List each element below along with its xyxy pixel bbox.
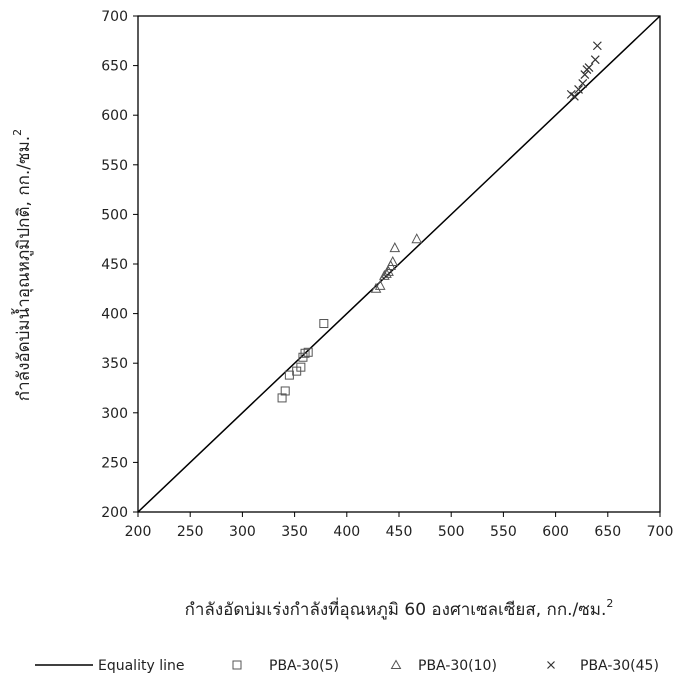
x-tick-label: 200 [125, 524, 152, 540]
y-tick-label: 300 [101, 406, 128, 422]
x-tick-label: 650 [594, 524, 621, 540]
x-tick-label: 700 [647, 524, 674, 540]
equality-line [137, 15, 661, 513]
data-point-square [296, 362, 306, 372]
y-tick-label: 350 [101, 356, 128, 372]
legend-x-marker [547, 661, 555, 669]
data-point-x [574, 84, 583, 94]
x-tick-label: 300 [229, 524, 256, 540]
x-axis-ticks: 200 250 300 350 400 450 500 550 600 650 700 [125, 512, 674, 540]
y-tick-label: 200 [101, 505, 128, 521]
data-point-square [319, 319, 329, 329]
legend-label-series-3: PBA-30(45) [580, 658, 659, 674]
legend: Equality line PBA-30(5) PBA-30(10) PBA-3… [35, 658, 659, 674]
data-point-x [580, 70, 590, 79]
x-tick-label: 450 [386, 524, 413, 540]
data-point-square [277, 393, 287, 403]
x-tick-label: 350 [281, 524, 308, 540]
plot-area [137, 15, 661, 513]
data-point-triangle [411, 233, 423, 244]
data-point-x [584, 63, 594, 73]
x-tick-label: 250 [177, 524, 204, 540]
data-point-square [300, 348, 310, 358]
legend-label-series-2: PBA-30(10) [418, 658, 497, 674]
x-tick-label: 600 [542, 524, 569, 540]
data-point-x [569, 91, 579, 101]
data-point-x [578, 79, 588, 88]
y-tick-label: 550 [101, 158, 128, 174]
data-point-square [303, 347, 313, 357]
y-tick-label: 650 [101, 59, 128, 75]
data-point-x [592, 41, 602, 51]
x-tick-label: 550 [490, 524, 517, 540]
y-tick-label: 500 [101, 207, 128, 223]
data-point-triangle [383, 265, 394, 276]
y-tick-label: 250 [101, 455, 128, 471]
y-tick-label: 450 [101, 257, 128, 273]
legend-label-series-1: PBA-30(5) [269, 658, 339, 674]
data-point-square [280, 386, 290, 396]
legend-label-equality-line: Equality line [98, 658, 184, 674]
x-axis-title: กำลังอัดบ่มเร่งกำลังที่อุณหภูมิ 60 องศาเ… [185, 597, 614, 620]
data-point-triangle [381, 267, 392, 278]
y-axis-ticks: 200 250 300 350 400 450 500 550 600 650 700 [101, 9, 138, 521]
legend-triangle-marker [390, 659, 402, 669]
x-tick-label: 500 [438, 524, 465, 540]
data-point-square [284, 370, 294, 380]
data-point-triangle [374, 279, 386, 290]
y-tick-label: 400 [101, 307, 128, 323]
y-axis-title: กำลังอัดบ่มน้ำอุณหภูมิปกติ, กก./ซม.2 [11, 129, 34, 401]
y-tick-label: 600 [101, 108, 128, 124]
x-tick-label: 400 [333, 524, 360, 540]
data-point-triangle [389, 242, 401, 253]
data-point-x [590, 55, 600, 65]
legend-square-marker [232, 660, 242, 670]
y-tick-label: 700 [101, 9, 128, 25]
data-point-triangle [387, 255, 399, 267]
data-point-triangle [370, 282, 382, 293]
